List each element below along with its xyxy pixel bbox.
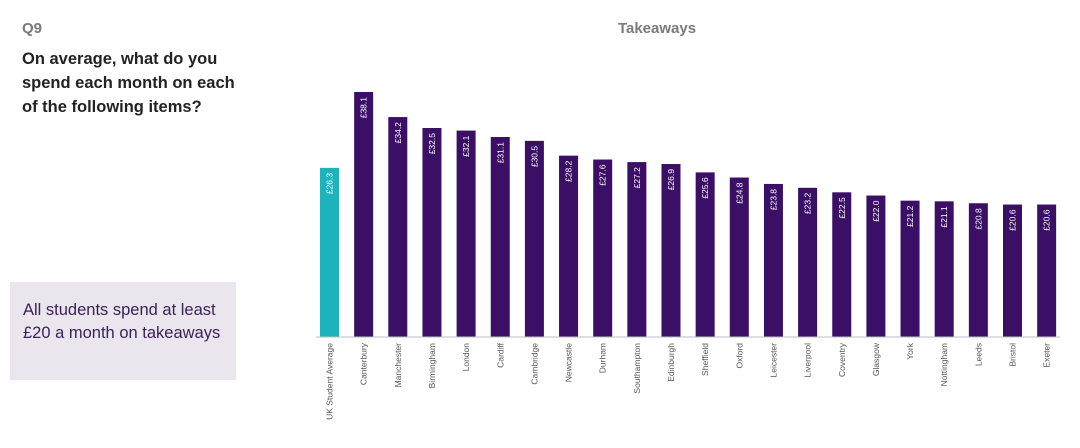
value-label: £31.1 (495, 142, 505, 164)
value-label: £25.6 (700, 177, 710, 199)
bar-leeds (968, 203, 988, 337)
bar-newcastle (559, 155, 579, 337)
value-label: £20.6 (1042, 209, 1052, 231)
category-label: UK Student Average (325, 343, 335, 420)
category-label: Birmingham (427, 343, 437, 388)
bar-sheffield (695, 172, 715, 337)
bar-york (900, 200, 920, 337)
bar-edinburgh (661, 164, 681, 337)
bar-london (456, 130, 476, 337)
bar-oxford (729, 177, 749, 337)
category-label: Durham (598, 343, 608, 373)
category-label: Exeter (1042, 343, 1052, 368)
bar-southampton (627, 162, 647, 337)
category-label: Southampton (632, 343, 642, 394)
bar-nottingham (934, 201, 954, 337)
value-label: £34.2 (393, 122, 403, 144)
value-label: £21.2 (905, 205, 915, 227)
category-label: London (461, 343, 471, 372)
category-label: Canterbury (359, 342, 369, 385)
category-label: Cambridge (529, 343, 539, 385)
value-label: £28.2 (564, 160, 574, 182)
bar-uk-student-average (320, 167, 339, 337)
callout-box: All students spend at least £20 a month … (10, 282, 236, 380)
bar-cambridge (524, 140, 544, 337)
value-label: £38.1 (359, 97, 369, 119)
bar-liverpool (798, 187, 818, 337)
bar-manchester (388, 117, 408, 338)
bar-glasgow (866, 195, 886, 337)
bar-canterbury (354, 92, 374, 337)
bar-leicester (763, 183, 783, 337)
bar-birmingham (422, 128, 442, 337)
category-label: Leeds (973, 343, 983, 366)
category-label: Nottingham (939, 343, 949, 386)
bar-exeter (1037, 204, 1057, 337)
chart-title: Takeaways (618, 20, 696, 37)
category-label: York (905, 342, 915, 359)
value-label: £26.3 (325, 173, 335, 195)
value-label: £23.8 (768, 189, 778, 211)
category-label: Liverpool (803, 343, 813, 378)
value-label: £21.1 (939, 206, 949, 228)
value-label: £27.2 (632, 167, 642, 189)
question-number: Q9 (22, 20, 43, 37)
value-label: £22.5 (837, 197, 847, 219)
bar-bristol (1003, 204, 1022, 337)
category-label: Coventry (837, 342, 847, 377)
bar-durham (593, 159, 613, 337)
category-label: Oxford (734, 343, 744, 369)
category-label: Bristol (1008, 343, 1018, 367)
question-text: On average, what do you spend each month… (22, 50, 235, 116)
category-label: Sheffield (700, 343, 710, 376)
bar-cardiff (490, 137, 510, 337)
category-label: Leicester (768, 343, 778, 378)
callout-text: All students spend at least £20 a month … (23, 301, 221, 342)
category-label: Manchester (393, 343, 403, 388)
value-label: £20.8 (973, 208, 983, 230)
value-label: £32.5 (427, 133, 437, 155)
value-label: £27.6 (598, 164, 608, 186)
category-label: Newcastle (564, 343, 574, 382)
bar-coventry (832, 192, 852, 337)
value-label: £24.8 (734, 182, 744, 204)
value-label: £32.1 (461, 135, 471, 157)
value-label: £20.6 (1008, 209, 1018, 231)
value-label: £22.0 (871, 200, 881, 222)
category-label: Glasgow (871, 342, 881, 376)
value-label: £30.5 (529, 146, 539, 168)
value-label: £26.9 (666, 169, 676, 191)
category-label: Edinburgh (666, 343, 676, 382)
value-label: £23.2 (803, 193, 813, 215)
category-label: Cardiff (495, 342, 505, 368)
